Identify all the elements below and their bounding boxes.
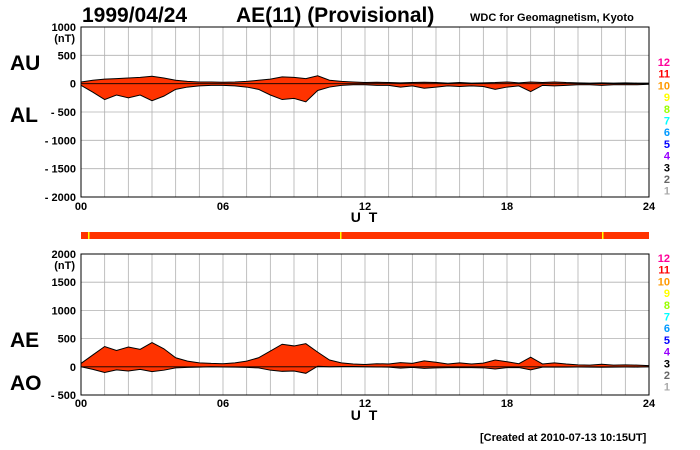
upper-series-label: AU (10, 52, 40, 75)
y-tick-label: 0 (70, 362, 76, 374)
y-unit-label: (nT) (54, 260, 75, 272)
y-tick-label: 1000 (52, 305, 76, 317)
legend-level-label: 1 (664, 186, 670, 198)
legend-level-label: 3 (664, 358, 670, 370)
legend-level-label: 9 (664, 92, 670, 104)
x-tick-label: 06 (217, 201, 229, 213)
series-line-al (80, 83, 650, 103)
created-label: [Created at 2010-07-13 10:15UT] (480, 432, 647, 444)
legend-level-label: 5 (664, 139, 670, 151)
y-tick-label: 0 (70, 79, 76, 91)
legend-level-label: 8 (664, 300, 670, 312)
series-line-ae (80, 341, 650, 367)
au-al-panel: 1000 500 0 - 500 - 1000 - 1500 - 2000 (nT) 00 06 1… (10, 22, 656, 225)
x-tick-label: 12 (359, 398, 371, 410)
y-tick-label: - 1500 (45, 164, 76, 176)
legend-level-label: 10 (658, 80, 670, 92)
station-bar-gap (88, 232, 90, 239)
legend-level-label: 10 (658, 276, 670, 288)
lower-series-label: AL (10, 104, 38, 127)
legend-level-label: 2 (664, 370, 670, 382)
legend-level-label: 12 (658, 57, 670, 69)
legend-level-label: 9 (664, 288, 670, 300)
legend-level-label: 11 (658, 69, 670, 81)
x-tick-label: 00 (75, 201, 87, 213)
station-bar-fill (81, 232, 649, 239)
legend-level-label: 2 (664, 174, 670, 186)
legend-level-label: 4 (664, 347, 671, 359)
legend-level-label: 11 (658, 265, 670, 277)
index-title: AE(11) (Provisional) (236, 4, 435, 27)
plot-frame (80, 253, 650, 396)
legend-level-label: 6 (664, 323, 670, 335)
x-tick-label: 18 (501, 398, 513, 410)
legend-level-label: 8 (664, 104, 670, 116)
legend-level-label: 3 (664, 162, 670, 174)
station-availability-bar (81, 232, 649, 239)
series-line-au (80, 75, 649, 84)
station-bar-gap (602, 232, 604, 239)
y-tick-label: - 1000 (45, 135, 76, 147)
x-axis-label: U T (351, 209, 380, 225)
legend-level-label: 12 (658, 253, 670, 265)
lower-series-label: AO (10, 372, 42, 395)
ae-ao-panel: 2000 1500 1000 500 0 - 500 (nT) 00 06 12 18 24 U T AE… (10, 249, 656, 423)
y-tick-label: 1000 (52, 22, 76, 34)
y-tick-label: - 500 (51, 107, 76, 119)
x-tick-label: 24 (643, 398, 656, 410)
legend-level-label: 4 (664, 151, 671, 163)
source-label: WDC for Geomagnetism, Kyoto (470, 12, 634, 24)
legend-level-label: 7 (664, 116, 670, 128)
y-tick-label: 2000 (52, 249, 76, 261)
plot-frame (80, 26, 650, 198)
legend-level-label: 6 (664, 127, 670, 139)
y-tick-label: 1500 (52, 277, 76, 289)
y-tick-label: - 2000 (45, 192, 76, 204)
y-tick-label: 500 (58, 334, 76, 346)
date-title: 1999/04/24 (82, 4, 188, 27)
legend-level-label: 1 (664, 382, 670, 394)
station-bar-gap (340, 232, 342, 239)
y-unit-label: (nT) (54, 33, 75, 45)
series-band-fill (81, 342, 649, 374)
y-tick-label: 500 (58, 50, 76, 62)
x-tick-label: 12 (359, 201, 371, 213)
y-tick-label: - 500 (51, 390, 76, 402)
x-tick-label: 24 (643, 201, 656, 213)
x-tick-label: 06 (217, 398, 229, 410)
x-tick-label: 18 (501, 201, 513, 213)
legend-level-label: 5 (664, 335, 670, 347)
x-tick-label: 00 (75, 398, 87, 410)
upper-series-label: AE (10, 329, 39, 352)
x-axis-label: U T (351, 407, 380, 423)
legend-level-label: 7 (664, 312, 670, 324)
